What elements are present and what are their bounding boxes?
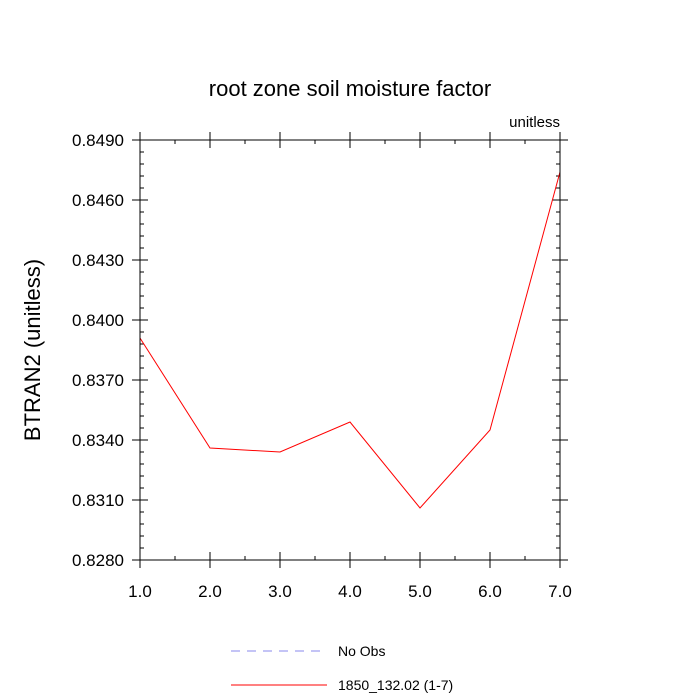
y-tick-label: 0.8370: [72, 371, 124, 390]
chart-title: root zone soil moisture factor: [209, 76, 491, 101]
legend-label: 1850_132.02 (1-7): [338, 677, 453, 693]
y-tick-label: 0.8400: [72, 311, 124, 330]
plot-frame: [139, 139, 561, 561]
x-tick-label: 2.0: [198, 582, 222, 601]
series-line: [139, 171, 561, 509]
series-layer: [139, 171, 561, 509]
x-tick-label: 4.0: [338, 582, 362, 601]
legend-label: No Obs: [338, 643, 385, 659]
x-tick-label: 1.0: [128, 582, 152, 601]
units-label: unitless: [509, 114, 560, 131]
x-tick-label: 6.0: [478, 582, 502, 601]
x-tick-label: 7.0: [548, 582, 572, 601]
y-tick-label: 0.8430: [72, 251, 124, 270]
y-tick-label: 0.8310: [72, 491, 124, 510]
y-axis-label: BTRAN2 (unitless): [20, 259, 45, 441]
y-tick-label: 0.8490: [72, 131, 124, 150]
y-tick-label: 0.8280: [72, 551, 124, 570]
legend: No Obs 1850_132.02 (1-7): [231, 643, 453, 693]
minor-ticks: [140, 140, 560, 560]
x-tick-labels: 1.0 2.0 3.0 4.0 5.0 6.0 7.0: [128, 582, 572, 601]
x-tick-label: 3.0: [268, 582, 292, 601]
x-tick-label: 5.0: [408, 582, 432, 601]
y-tick-label: 0.8340: [72, 431, 124, 450]
major-ticks: [132, 132, 568, 568]
y-tick-label: 0.8460: [72, 191, 124, 210]
y-tick-labels: 0.8280 0.8310 0.8340 0.8370 0.8400 0.8430 0.84…: [72, 131, 124, 570]
